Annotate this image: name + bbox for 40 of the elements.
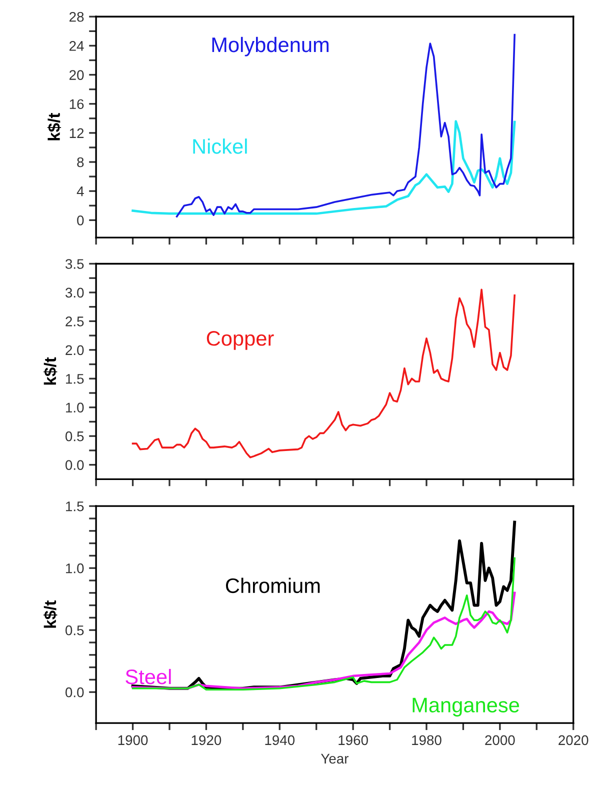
y-tick-label: 4 [76,186,84,196]
text: Chromium [226,578,320,594]
y-axis-title: k$/t [47,112,62,140]
x-axis-title: Year [320,754,349,764]
y-tick-label: 1.0 [66,563,84,574]
y-axis-title: k$/t [44,357,58,385]
line-series [132,120,516,215]
line-series [132,288,516,458]
y-tick-label: 1.0 [66,402,84,413]
y-tick-label: 0.0 [65,687,84,698]
y-axis-title: k$/t [44,600,58,628]
y-tick-label: 3.5 [65,259,84,269]
x-tick-label: 2000 [485,735,515,746]
y-tick-label: 0 [77,215,84,226]
x-tick-label: 1980 [412,735,442,746]
y-tick-label: 1.5 [66,374,84,384]
line-series [176,34,516,218]
y-tick-label: 16 [70,99,84,110]
y-tick-label: 12 [70,128,84,138]
series-label: Manganese [412,698,520,717]
x-tick-label: 2020 [558,735,588,746]
y-tick-label: 8 [77,157,84,168]
x-tick-label: 1940 [265,735,295,746]
y-tick-label: 1.5 [66,502,84,512]
y-tick-label: 0.5 [65,431,84,442]
y-tick-label: 2.0 [66,345,84,356]
text: Molybdenum [212,36,329,56]
y-tick-label: 0.0 [65,460,84,470]
text: Copper [206,331,274,350]
y-tick-label: 2.5 [66,316,84,326]
x-tick-label: 1900 [118,735,148,746]
y-tick-label: 0.5 [65,625,84,636]
series-label: Steel [126,668,171,684]
x-tick-label: 1920 [192,735,222,746]
text: Nickel [193,138,247,154]
x-tick-label: 1960 [338,735,368,746]
y-tick-label: 20 [70,70,84,80]
y-tick-label: 28 [70,12,84,22]
y-tick-label: 24 [70,41,84,51]
y-tick-label: 3.0 [65,288,84,298]
